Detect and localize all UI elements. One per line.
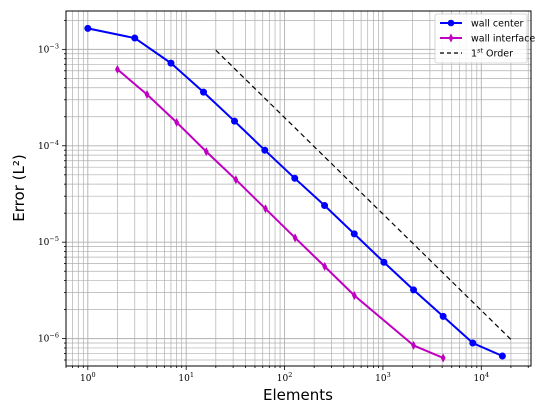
legend-entry-wall-interface: wall interface [440,33,535,45]
x-tick-label: 104 [474,371,490,384]
data-point [261,146,269,154]
x-axis-label: Elements [263,386,333,404]
data-point [231,117,239,125]
data-point [380,258,388,266]
legend-marker-wall-center [447,19,455,27]
series-line-1st-order [215,49,512,340]
data-point [410,286,418,294]
data-point [351,291,357,300]
data-point [263,204,268,214]
x-tick-label: 101 [178,371,194,384]
data-point [84,24,92,32]
y-tick-label: 10−5 [38,235,59,248]
legend-label-wall-interface: wall interface [471,34,535,45]
data-point [292,233,298,243]
legend-entry-wall-center: wall center [440,19,524,30]
legend-box [434,13,528,64]
legend-label-wall-center: wall center [471,19,524,30]
plot-frame [65,10,532,367]
y-tick-label: 10−3 [38,42,59,55]
legend-marker-wall-interface [448,33,454,43]
data-point [411,340,416,350]
data-point [439,312,447,320]
y-axis-label: Error (L²) [10,154,28,221]
series-1st-order [215,49,512,340]
legend: wall center wall interface 1st Order [434,13,535,64]
x-tick-label: 102 [277,371,293,384]
x-tick-label: 100 [80,371,96,384]
data-point [469,339,477,347]
data-point [440,353,446,363]
data-point [144,90,150,100]
series-line-wall-center [87,27,503,357]
legend-label-first-order-sup: st [477,47,483,55]
x-tick-label: 103 [375,371,391,384]
legend-label-first-order: 1st Order [471,47,513,60]
data-point [233,175,239,185]
legend-label-first-order-base: 1 [471,49,477,60]
legend-label-first-order-rest: Order [483,49,513,60]
series-layer [84,24,512,363]
tick-marks [62,19,529,370]
data-point [174,117,180,127]
data-point [321,202,329,210]
series-wall-center [84,24,506,360]
series-wall-interface [115,64,446,363]
grid-lines [65,11,531,366]
data-point [291,174,299,182]
legend-entry-first-order: 1st Order [440,47,513,60]
data-point [350,230,358,238]
data-point [498,352,506,360]
tick-labels: 100 101 102 103 104 10−6 10−5 10−4 10−3 [38,42,489,384]
y-tick-label: 10−4 [38,139,59,152]
data-point [115,64,120,74]
data-point [203,147,209,157]
data-point [131,34,139,42]
data-point [322,261,328,271]
data-point [167,59,175,67]
y-tick-label: 10−6 [38,332,59,345]
data-point [200,88,208,96]
